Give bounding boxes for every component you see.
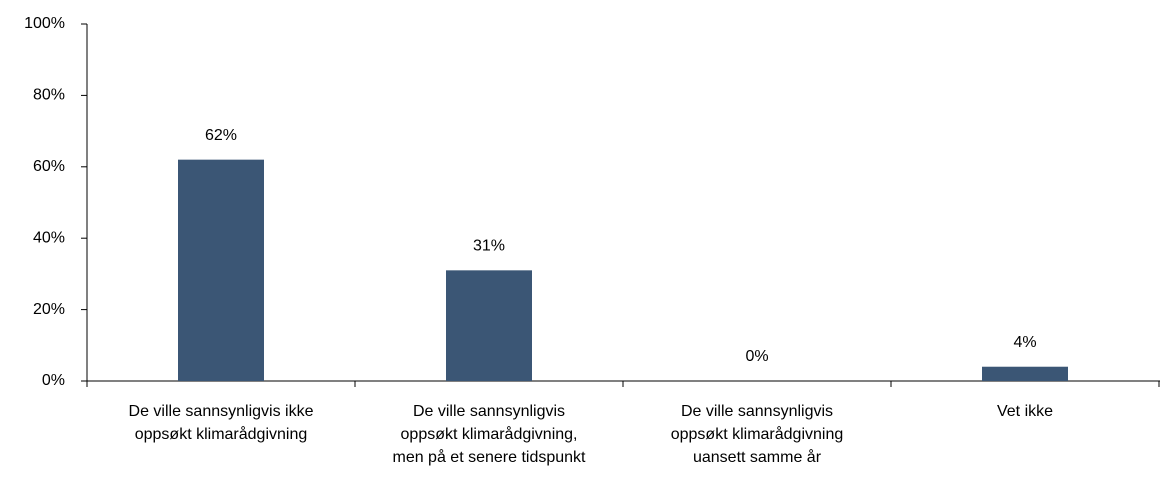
y-tick-label: 40% <box>33 229 65 246</box>
y-tick-label: 80% <box>33 87 65 104</box>
y-tick-label: 100% <box>24 15 65 32</box>
value-label: 31% <box>473 238 505 255</box>
x-tick-label: De ville sannsynligvis ikke oppsøkt klim… <box>128 403 314 443</box>
y-tick-label: 0% <box>42 372 65 389</box>
value-label: 4% <box>1013 334 1036 351</box>
bar <box>178 159 264 381</box>
y-tick-label: 20% <box>33 301 65 318</box>
value-label: 0% <box>745 348 768 365</box>
y-tick-label: 60% <box>33 158 65 175</box>
value-label: 62% <box>205 127 237 144</box>
bar <box>982 366 1068 381</box>
x-tick-label: De ville sannsynligvis oppsøkt klimarådg… <box>392 403 586 466</box>
bar <box>446 270 532 381</box>
x-tick-label: De ville sannsynligvis oppsøkt klimarådg… <box>670 403 844 466</box>
x-tick-label: Vet ikke <box>996 403 1054 420</box>
